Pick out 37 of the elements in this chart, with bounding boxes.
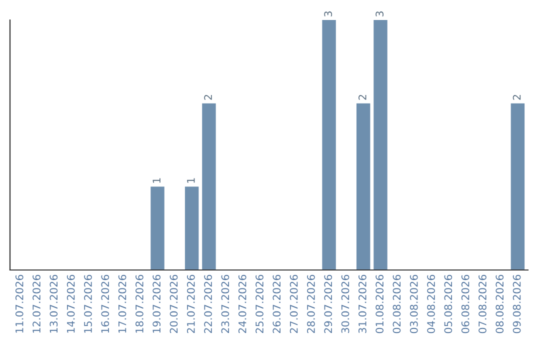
x-tick-label: 20.07.2026 [170,274,178,334]
x-tick-label: 27.07.2026 [290,274,298,334]
data-label: 3 [324,11,332,16]
x-tick-label: 15.07.2026 [84,274,92,333]
data-label: 2 [204,94,212,100]
x-tick-label: 08.08.2026 [496,274,504,334]
x-tick-label: 01.08.2026 [376,274,384,334]
x-tick-label: 12.07.2026 [32,274,40,333]
x-tick-label: 26.07.2026 [272,274,281,334]
x-tick-label: 23.07.2026 [221,274,230,334]
x-tick-label: 19.07.2026 [152,274,161,333]
x-tick-label: 25.07.2026 [256,274,264,334]
x-tick-label: 16.07.2026 [101,274,110,333]
x-tick-label: 29.07.2026 [324,274,332,334]
x-tick-label: 17.07.2026 [118,274,126,333]
x-tick-label: 18.07.2026 [136,274,144,333]
x-tick-label: 06.08.2026 [461,274,470,334]
x-tick-label: 02.08.2026 [392,274,401,334]
x-tick-label: 04.08.2026 [427,274,435,334]
data-label: 2 [358,94,366,100]
x-tick-label: 05.08.2026 [444,274,452,334]
data-label: 2 [512,94,521,100]
x-tick-label: 09.08.2026 [512,274,521,334]
data-label: 3 [376,11,384,16]
x-tick-label: 11.07.2026 [15,274,24,333]
x-tick-label: 13.07.2026 [50,274,58,333]
x-tick-label: 07.08.2026 [478,274,486,334]
x-tick-label: 21.07.2026 [186,274,195,334]
data-label: 1 [152,178,160,183]
x-tick-label: 24.07.2026 [238,274,246,334]
x-tick-label: 28.07.2026 [307,274,315,334]
x-tick-label: 03.08.2026 [410,274,418,334]
x-tick-label: 14.07.2026 [66,274,75,333]
x-tick-label: 31.07.2026 [358,274,366,334]
data-label: 1 [187,178,195,183]
x-tick-label: 30.07.2026 [341,274,350,334]
x-tick-label: 22.07.2026 [204,274,212,334]
